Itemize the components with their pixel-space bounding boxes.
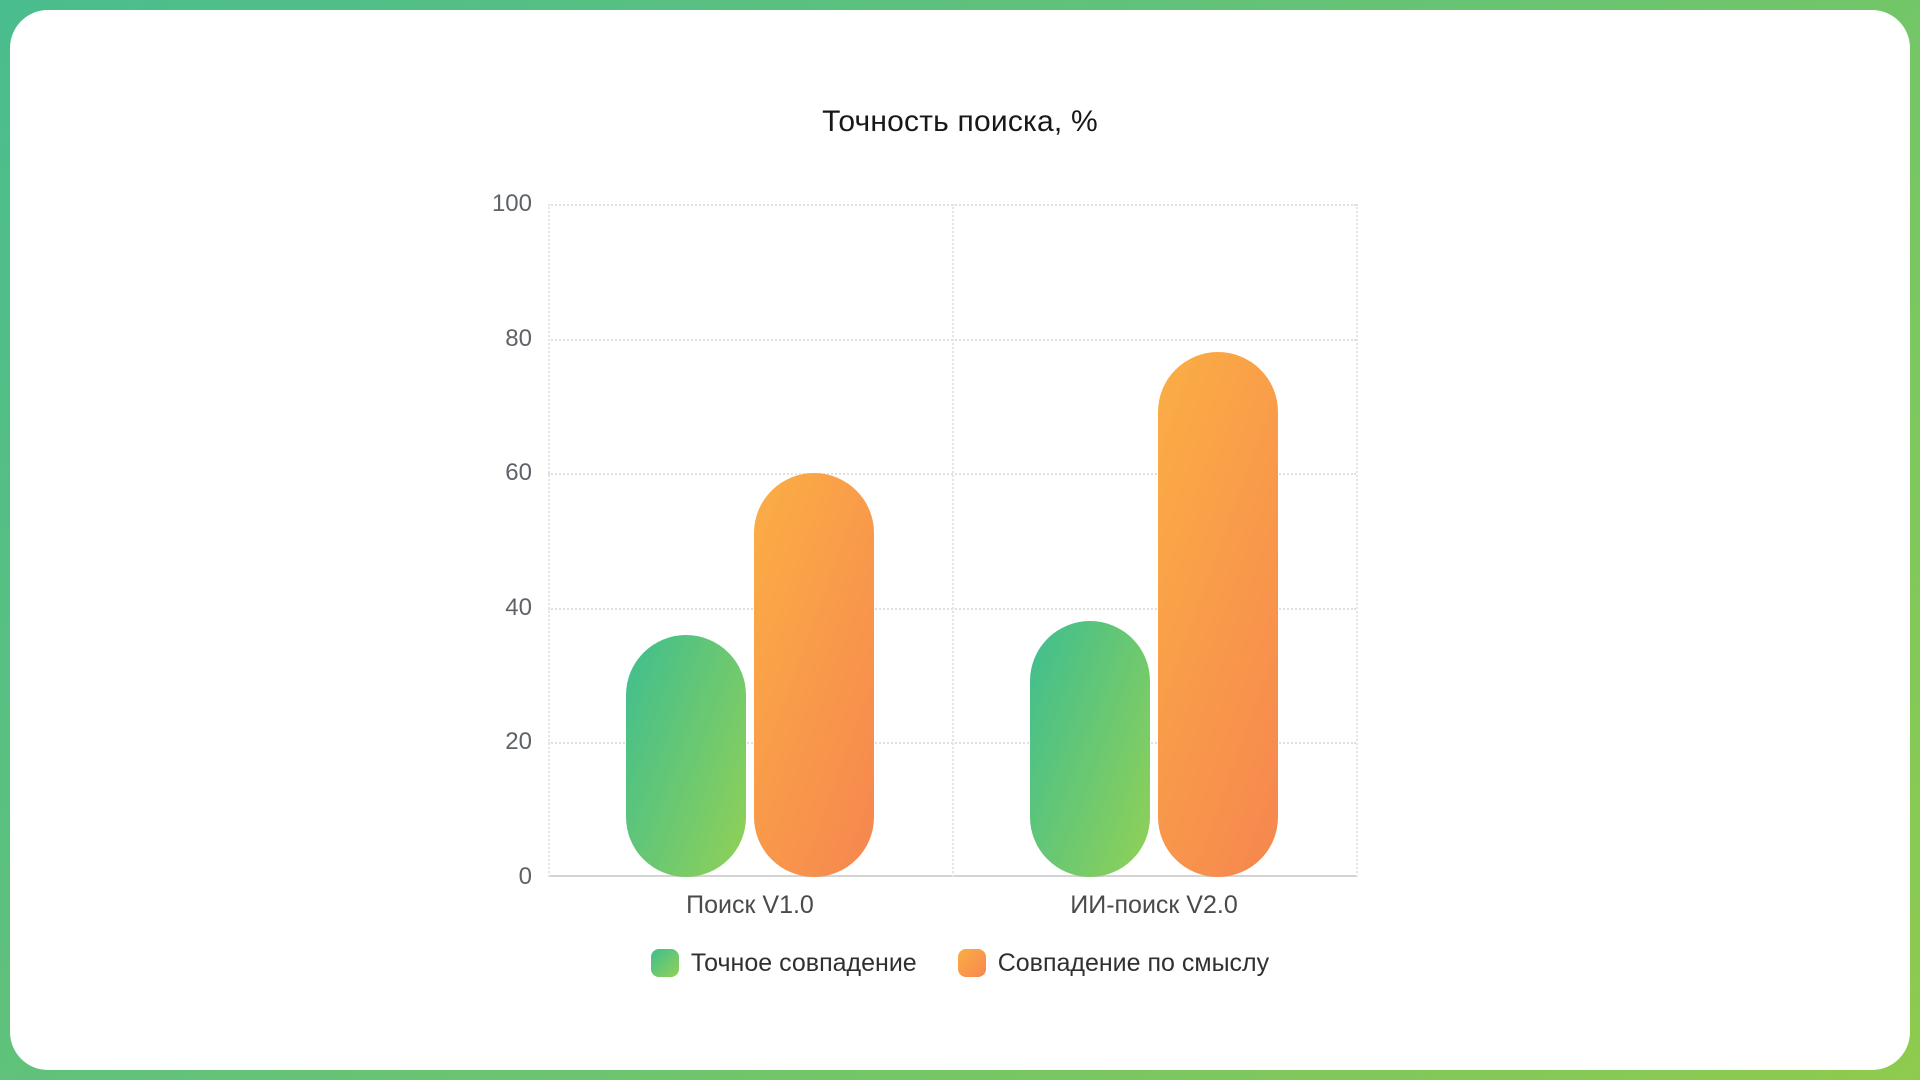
x-axis-label-cat1: Поиск V1.0 — [686, 891, 814, 919]
legend-item-series2[interactable]: Совпадение по смыслу — [957, 948, 1270, 978]
v-gridline-0 — [548, 204, 550, 877]
bar-series1-cat1[interactable] — [626, 634, 746, 877]
y-axis-tick-label-0: 0 — [518, 863, 532, 890]
v-gridline-2 — [1356, 204, 1358, 877]
chart-card: Точность поиска, % — [10, 10, 1910, 1070]
legend-swatch-icon — [650, 949, 679, 977]
y-axis-tick-label-60: 60 — [505, 459, 532, 487]
y-axis-tick-label-100: 100 — [491, 190, 532, 217]
bar-series2-cat2[interactable] — [1158, 352, 1278, 877]
legend-label: Точное совпадение — [690, 948, 917, 977]
chart-title: Точность поиска, % — [822, 105, 1098, 138]
plot-area: 0 20 40 60 80 100 Поиск V1.0 ИИ-поиск V2.0 — [492, 190, 1358, 919]
bar-series2-cat1[interactable] — [754, 473, 874, 877]
y-axis-tick-label-20: 20 — [505, 728, 532, 756]
y-axis-tick-label-80: 80 — [505, 324, 532, 352]
legend-item-series1[interactable]: Точное совпадение — [650, 948, 917, 978]
x-axis-label-cat2: ИИ-поиск V2.0 — [1070, 891, 1238, 919]
v-gridline-1 — [952, 204, 954, 877]
legend-label: Совпадение по смыслу — [997, 948, 1270, 977]
chart-legend: Точное совпадение Совпадение по смыслу — [0, 941, 1920, 985]
y-axis-tick-label-40: 40 — [505, 593, 532, 621]
bar-series1-cat2[interactable] — [1030, 621, 1150, 877]
legend-swatch-icon — [957, 949, 986, 977]
